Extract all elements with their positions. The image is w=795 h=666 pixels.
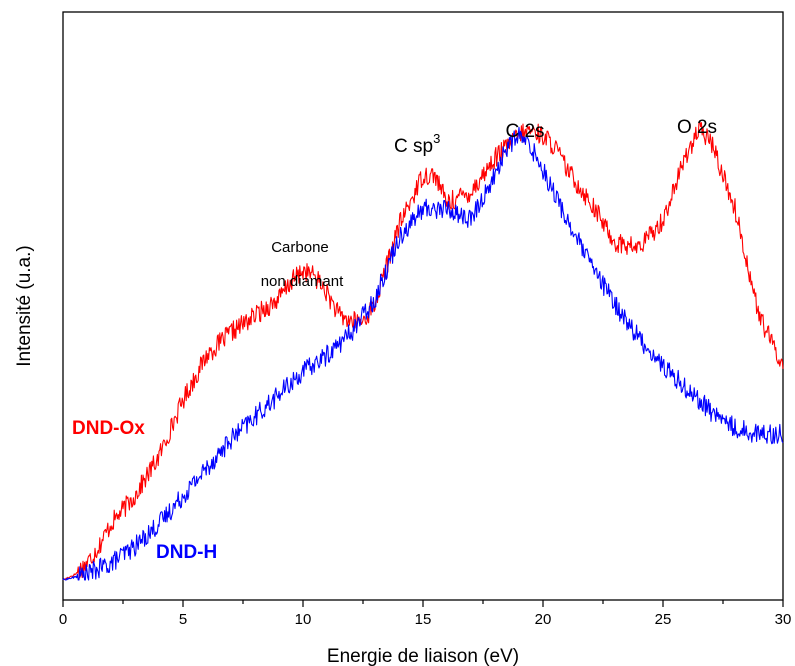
annotation-c-sp3: C sp3: [394, 131, 440, 157]
series-line-dnd-ox: [62, 120, 784, 581]
series-layer: [62, 120, 784, 581]
y-axis-title: Intensité (u.a.): [14, 245, 35, 366]
legend-dnd-h: DND-H: [156, 542, 217, 563]
annotation-carbone: Carbone: [271, 239, 329, 256]
x-axis-ticks: [62, 600, 784, 607]
x-tick-label: 10: [295, 611, 312, 628]
x-tick-label: 30: [775, 611, 792, 628]
annotation-c-2s: C 2s: [505, 121, 544, 142]
plot-frame: [62, 11, 784, 601]
x-tick-label: 15: [415, 611, 432, 628]
x-axis-title: Energie de liaison (eV): [327, 646, 519, 666]
x-tick-label: 25: [655, 611, 672, 628]
x-axis-tick-labels: 0 5 10 15 20 25 30: [59, 611, 792, 628]
legend-dnd-ox: DND-Ox: [72, 418, 145, 439]
x-tick-label: 5: [179, 611, 187, 628]
series-line-dnd-h: [62, 126, 784, 581]
annotation-non-diamant: non diamant: [261, 273, 344, 290]
x-tick-label: 0: [59, 611, 67, 628]
annotation-c-sp3-base: C sp: [394, 136, 433, 157]
annotation-o-2s: O 2s: [677, 117, 717, 138]
annotation-c-sp3-superscript: 3: [433, 131, 440, 146]
x-tick-label: 20: [535, 611, 552, 628]
